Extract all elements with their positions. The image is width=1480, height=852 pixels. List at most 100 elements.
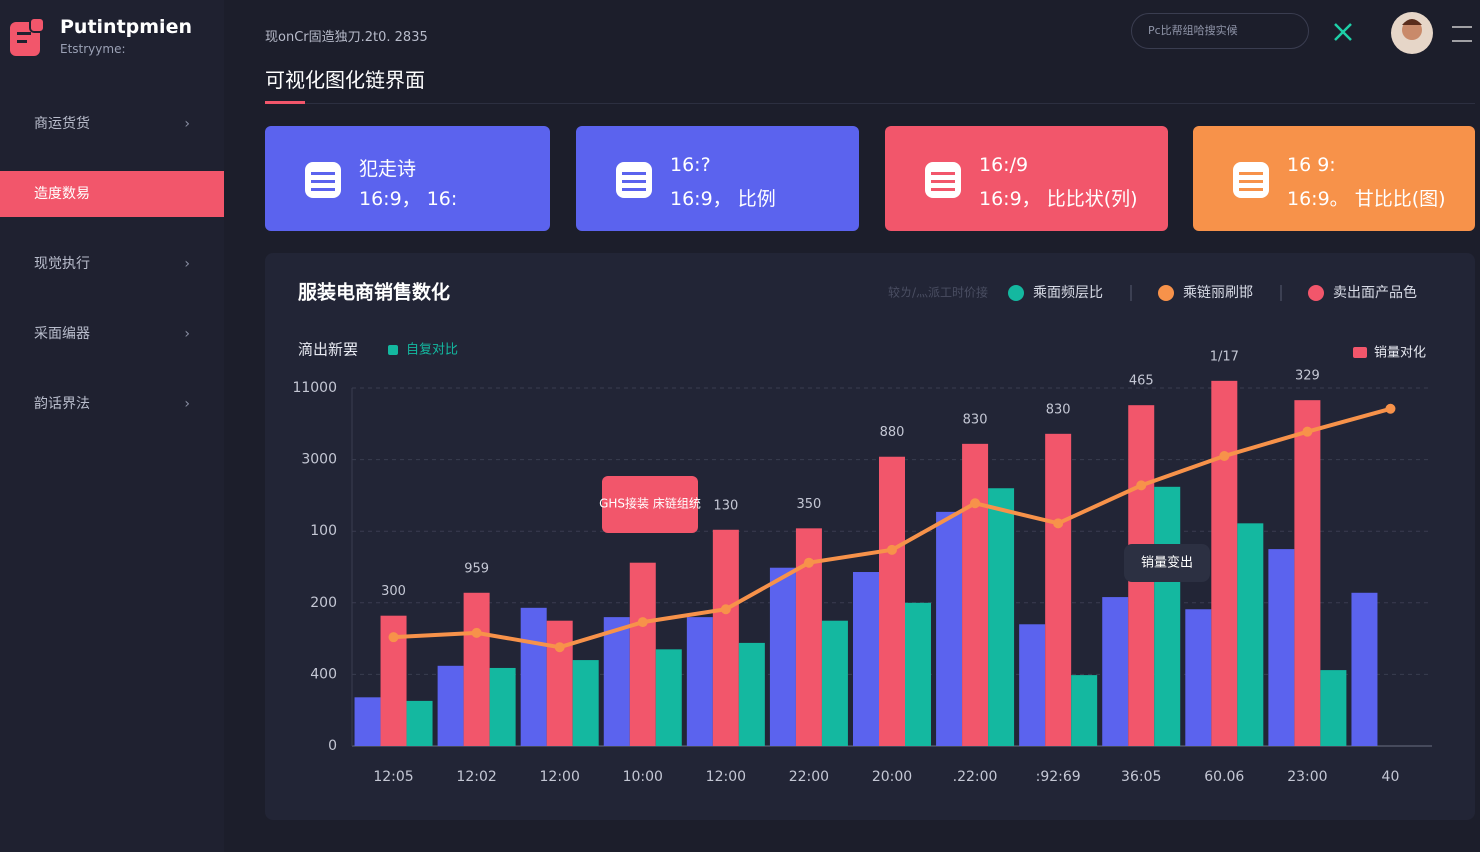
menu-item[interactable]: 韵话界法 › (0, 381, 224, 427)
legend-label: 自复对比 (406, 343, 458, 358)
bar-top-label: 830 (963, 412, 988, 427)
bar-top-label: 130 (713, 498, 738, 513)
stat-card[interactable]: 犯走诗 16:9， 16: (265, 126, 550, 231)
x-tick-label: .22:00 (953, 769, 998, 785)
legend-swatch (388, 345, 398, 355)
y-tick-label: 100 (310, 523, 337, 539)
menu-item[interactable]: 商运货货 › (0, 101, 224, 147)
chart-title: 服装电商销售数化 (298, 281, 450, 304)
bar (769, 567, 796, 746)
card-subtitle: 16:9， 比比状(列) (979, 188, 1138, 210)
bar-top-label: 880 (880, 425, 905, 440)
bar (1294, 400, 1321, 746)
menu-label: 现觉执行 (34, 256, 90, 272)
menu-item[interactable]: 采面编器 › (0, 311, 224, 357)
bar (437, 665, 464, 746)
legend-label: 乘链丽刷邯 (1183, 285, 1253, 301)
card-title: 16:/9 (979, 154, 1029, 176)
menu-label: 造度数易 (34, 186, 90, 202)
line-point (1136, 480, 1147, 491)
bar-top-label: 465 (1129, 374, 1154, 389)
bar (879, 456, 905, 746)
bar-top-label: 1/17 (1210, 349, 1239, 364)
bar-top-label: 959 (464, 561, 489, 576)
bar (1102, 597, 1129, 746)
line-point (803, 557, 814, 568)
bar (655, 649, 682, 746)
bar (936, 511, 963, 746)
legend-dot (1308, 285, 1324, 301)
y-tick-label: 0 (328, 738, 337, 754)
stat-card[interactable]: 16:? 16:9， 比例 (576, 126, 859, 231)
bar (520, 607, 547, 746)
filter-label: 较ㄌ/灬派工时价接 (888, 285, 988, 300)
page-title: 可视化图化链界面 (265, 68, 425, 92)
bar (738, 642, 765, 746)
bar (1268, 549, 1295, 746)
menu-icon[interactable] (1450, 24, 1474, 44)
settings-icon[interactable] (1331, 20, 1355, 44)
bar (603, 617, 630, 746)
bar (463, 592, 490, 746)
bar (1351, 592, 1378, 746)
x-tick-label: 10:00 (623, 769, 663, 785)
card-title: 犯走诗 (359, 158, 417, 180)
bar (354, 697, 381, 746)
breadcrumb: 现onCr固造独刀.2t0. 2835 (265, 30, 428, 45)
card-icon (616, 162, 652, 198)
x-tick-label: :92:69 (1036, 769, 1081, 785)
legend-dot (1008, 285, 1024, 301)
line-point (554, 642, 565, 653)
line-point (1385, 403, 1396, 414)
search-box[interactable]: Pc比帮组哈搜实候 (1131, 13, 1309, 49)
legend-label: 卖出面产品色 (1333, 284, 1417, 301)
bar-top-label: 350 (797, 497, 822, 512)
y-tick-label: 200 (310, 595, 337, 611)
tooltip (602, 476, 698, 533)
bar (1237, 523, 1264, 746)
bar (546, 620, 573, 746)
card-title: 16:? (670, 154, 711, 176)
chevron: › (184, 326, 190, 342)
bar (821, 620, 848, 746)
bar (1019, 624, 1046, 746)
card-title: 16 9: (1287, 154, 1336, 176)
x-tick-label: 12:00 (706, 769, 746, 785)
x-tick-label: 36:05 (1121, 769, 1161, 785)
legend-label: 销量对化 (1374, 346, 1426, 361)
bar (406, 700, 433, 746)
menu-label: 商运货货 (34, 116, 90, 132)
bar-top-label: 329 (1295, 369, 1320, 384)
x-tick-label: 20:00 (872, 769, 912, 785)
menu-item[interactable]: 造度数易 (0, 171, 224, 217)
x-tick-label: 12:00 (540, 769, 580, 785)
chevron: › (184, 116, 190, 132)
legend-swatch (1353, 347, 1367, 358)
bar (962, 443, 989, 746)
stat-card[interactable]: 16 9: 16:9。 甘比比(图) (1193, 126, 1475, 231)
line-point (388, 632, 399, 643)
avatar[interactable] (1390, 11, 1434, 55)
title-underline (265, 101, 305, 104)
x-tick-label: 12:02 (456, 769, 496, 785)
divider (265, 103, 1475, 104)
menu-item[interactable]: 现觉执行 › (0, 241, 224, 287)
chevron: › (184, 396, 190, 412)
x-tick-label: 23:00 (1287, 769, 1327, 785)
sidebar: Putintpmien Etstryyme: 商运货货 › 造度数易 现觉执行 › 采面编… (0, 0, 224, 852)
bar (629, 562, 656, 746)
menu-label: 韵话界法 (34, 396, 90, 412)
line-point (637, 617, 648, 628)
bar (1320, 670, 1347, 746)
line-point (1219, 451, 1230, 462)
y-tick-label: 11000 (292, 380, 337, 396)
menu-label: 采面编器 (34, 326, 90, 342)
legend-label: 乘面频层比 (1033, 285, 1103, 301)
stat-card[interactable]: 16:/9 16:9， 比比状(列) (885, 126, 1168, 231)
legend-label: 滴出新罢 (298, 341, 358, 359)
card-subtitle: 16:9， 16: (359, 188, 458, 210)
tooltip-text: GHS接装 床链组统 (599, 496, 701, 511)
y-tick-label: 400 (310, 666, 337, 682)
line-point (1302, 426, 1313, 437)
